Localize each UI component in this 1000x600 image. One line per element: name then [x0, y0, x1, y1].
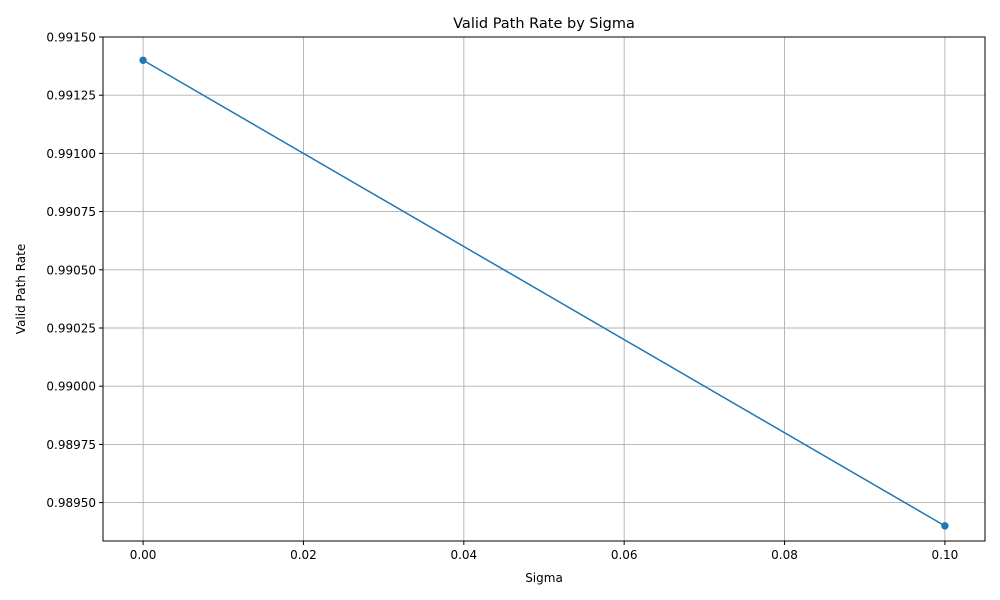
x-tick-label: 0.06	[611, 548, 638, 562]
y-tick-label: 0.99100	[46, 147, 96, 161]
series-line	[142, 59, 946, 527]
y-tick-label: 0.99125	[46, 89, 96, 103]
y-tick-label: 0.98975	[46, 438, 96, 452]
y-tick-label: 0.99075	[46, 205, 96, 219]
data-point	[139, 56, 147, 64]
x-axis-title: Sigma	[525, 571, 563, 585]
y-tick-label: 0.98950	[46, 496, 96, 510]
x-tick-label: 0.10	[932, 548, 959, 562]
y-tick-label: 0.99000	[46, 380, 96, 394]
x-tick-label: 0.08	[771, 548, 798, 562]
x-tick-label: 0.02	[290, 548, 317, 562]
x-tick-label: 0.04	[450, 548, 477, 562]
ticks: 0.00 0.02 0.04 0.06 0.08 0.10 0.98950 0.98975 0.…	[46, 31, 958, 563]
grid	[103, 36, 985, 541]
y-tick-label: 0.99025	[46, 321, 96, 335]
y-axis-title: Valid Path Rate	[14, 244, 28, 334]
plot-frame	[102, 36, 986, 542]
series-layer	[139, 56, 949, 530]
data-point	[941, 522, 949, 530]
y-tick-label: 0.99050	[46, 263, 96, 277]
y-tick-label: 0.99150	[46, 31, 96, 45]
x-tick-label: 0.00	[130, 548, 157, 562]
chart-title: Valid Path Rate by Sigma	[453, 16, 635, 32]
